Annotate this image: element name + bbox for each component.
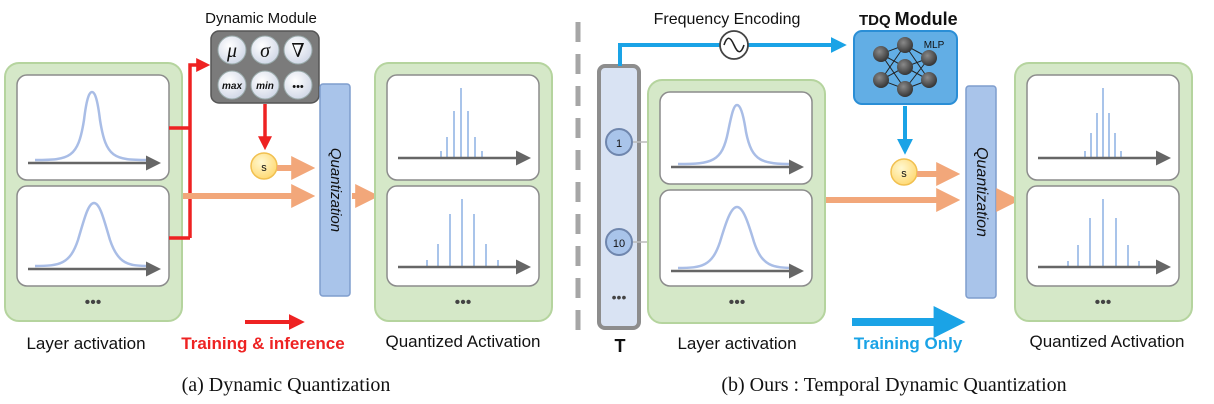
red-arrow-to-module [188, 58, 211, 238]
t-label: T [615, 336, 626, 356]
wide-gaussian-curve-a [34, 201, 151, 268]
narrow-gaussian-curve-b [677, 103, 795, 166]
max-circle [217, 70, 247, 100]
mu-symbol: μ [226, 40, 237, 62]
tdq-prefix: TDQ [859, 12, 891, 29]
panel-a: ••• Dynamic Module μ σ ∇ max min ••• s [4, 10, 553, 396]
more-symbol: ••• [292, 81, 304, 93]
tdq-module-title: TDQ Module [859, 9, 958, 29]
mlp-label: MLP [924, 40, 945, 51]
max-symbol: max [222, 81, 242, 92]
quantized-bars-b2 [1067, 199, 1140, 266]
scale-label-b: s [901, 168, 907, 180]
legend-training-only: Training Only [854, 334, 963, 353]
mu-circle [217, 35, 247, 65]
timestep-node-10 [605, 228, 633, 256]
activation-card-b2 [659, 189, 813, 287]
min-circle [250, 70, 280, 100]
blue-arrow-t-to-tdq [618, 37, 847, 66]
min-symbol: min [256, 81, 274, 92]
mlp-nodes [873, 37, 937, 97]
quantized-bars-a1 [440, 88, 483, 157]
sine-wave-icon [723, 37, 745, 53]
activation-card-b1 [659, 91, 813, 185]
timestep-node-1 [605, 128, 633, 156]
ellipsis-b-quant: ••• [1095, 294, 1112, 311]
quantized-bars-a2 [426, 199, 499, 266]
wide-gaussian-curve-b [677, 205, 797, 270]
quantization-bar-b [965, 85, 997, 299]
layer-activation-label-b: Layer activation [677, 334, 796, 353]
panel-b: 1 10 ••• T Frequency Encoding TDQ Module … [597, 9, 1193, 396]
quantized-card-a1 [386, 74, 540, 181]
quantization-label-a: Quantization [327, 148, 344, 232]
nabla-symbol: ∇ [291, 41, 304, 62]
nabla-circle [283, 35, 313, 65]
timestep-label-10: 10 [613, 238, 625, 250]
tdq-suffix: Module [895, 9, 958, 29]
timestep-label-1: 1 [616, 138, 622, 150]
sigma-symbol: σ [260, 40, 271, 62]
ellipsis-a-layer: ••• [85, 294, 102, 311]
more-circle [283, 70, 313, 100]
activation-card-a2 [16, 185, 170, 287]
ellipsis-a-quant: ••• [455, 294, 472, 311]
ellipsis-timestep: ••• [612, 289, 627, 305]
dynamic-module-title: Dynamic Module [205, 10, 317, 27]
legend-training-inference: Training & inference [181, 334, 344, 353]
quantized-activation-label-a: Quantized Activation [386, 332, 541, 351]
quantized-activation-label-b: Quantized Activation [1030, 332, 1185, 351]
frequency-encoding-label: Frequency Encoding [654, 11, 801, 28]
narrow-gaussian-curve-a [34, 90, 149, 162]
quantized-bars-b1 [1084, 88, 1122, 157]
dynamic-module-symbols: μ σ ∇ max min ••• [217, 35, 313, 100]
caption-b: (b) Ours : Temporal Dynamic Quantization [721, 374, 1066, 396]
ellipsis-b-layer: ••• [729, 294, 746, 311]
quantization-label-b: Quantization [973, 147, 990, 237]
scale-label-a: s [261, 162, 267, 174]
caption-a: (a) Dynamic Quantization [182, 374, 391, 396]
sigma-circle [250, 35, 280, 65]
layer-activation-label-a: Layer activation [26, 334, 145, 353]
quantization-bar-a [319, 83, 351, 297]
